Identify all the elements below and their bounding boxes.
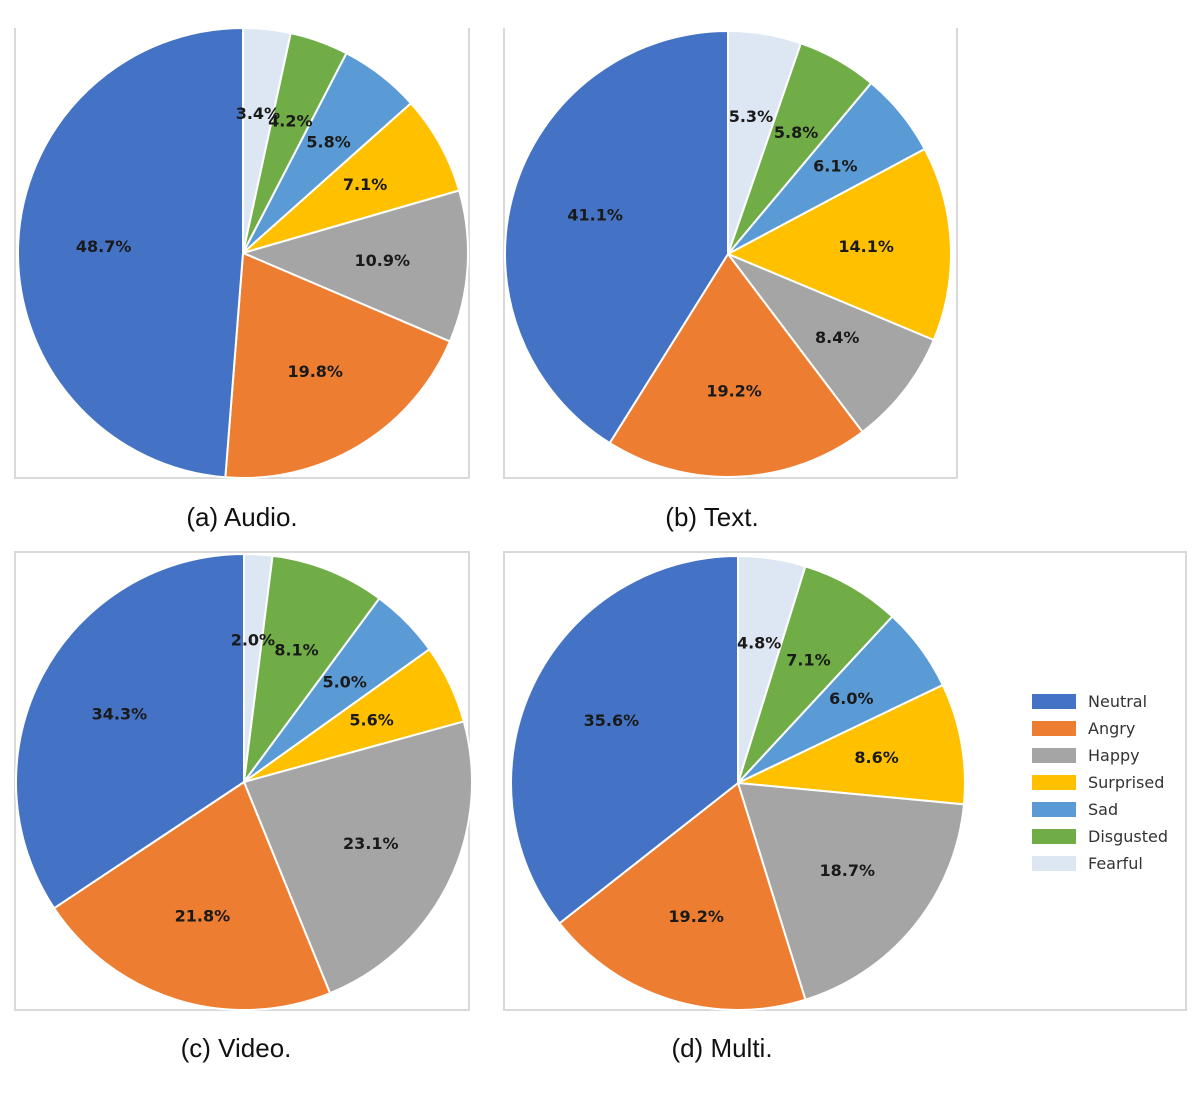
pie-panel-multi: 4.8% 7.1% 6.0% 8.6% 18.7% 19.2% 35.6% [503, 551, 1187, 1011]
pie-slice-neutral [504, 29, 729, 445]
slice-label-sad: 5.8% [306, 132, 350, 151]
pie-slice-happy [240, 189, 469, 343]
slice-label-angry: 19.2% [706, 382, 762, 401]
slice-label-disgusted: 8.1% [274, 640, 318, 659]
slice-label-surprised: 5.6% [349, 711, 393, 730]
pie-slice-surprised [242, 101, 461, 254]
pie-slice-angry [52, 780, 332, 1011]
legend-item-fearful: Fearful [1032, 850, 1192, 877]
pie-chart-text: 5.3%5.8% 6.1% 14.1% 8.4% 19.2% 41.1% [504, 29, 952, 478]
slice-label-disgusted: 7.1% [786, 651, 830, 670]
pie-slice-neutral [17, 26, 244, 479]
pie-slice-disgusted [737, 564, 894, 784]
slice-label-angry: 19.8% [287, 362, 343, 381]
pie-slice-happy [242, 720, 473, 995]
slice-label-happy: 8.4% [815, 328, 859, 347]
pie-slice-happy [724, 251, 936, 434]
caption-video: (c) Video. [180, 1033, 292, 1063]
legend-label: Angry [1088, 719, 1136, 738]
pie-chart-multi: 4.8% 7.1% 6.0% 8.6% 18.7% 19.2% 35.6% [510, 554, 966, 1011]
legend-item-happy: Happy [1032, 742, 1192, 769]
legend-label: Fearful [1088, 854, 1143, 873]
legend-item-surprised: Surprised [1032, 769, 1192, 796]
slice-label-sad: 5.0% [322, 672, 366, 691]
legend-label: Happy [1088, 746, 1140, 765]
pie-slice-neutral [510, 554, 739, 925]
pie-chart-audio: 3.4%4.2% 5.8% 7.1% 10.9% 19.8% 48.7% [17, 26, 469, 479]
legend-label: Surprised [1088, 773, 1165, 792]
slice-label-neutral: 35.6% [584, 711, 640, 730]
pie-slice-neutral [15, 552, 245, 910]
legend-swatch [1032, 775, 1076, 790]
caption-text: (b) Text. [665, 502, 759, 532]
pie-slice-surprised [725, 147, 952, 342]
pie-slice-angry [608, 252, 864, 478]
caption-multi: (d) Multi. [671, 1033, 773, 1063]
slice-label-sad: 6.1% [813, 156, 857, 175]
slice-label-angry: 21.8% [175, 907, 231, 926]
slice-label-fearful: 4.8% [737, 633, 781, 652]
legend-label: Neutral [1088, 692, 1148, 711]
slice-label-fearful: 5.3% [729, 107, 773, 126]
legend-swatch [1032, 721, 1076, 736]
legend-label: Disgusted [1088, 827, 1169, 846]
pie-slice-disgusted [242, 554, 381, 786]
slice-label-surprised: 14.1% [838, 237, 894, 256]
slice-label-neutral: 41.1% [567, 205, 623, 224]
slice-label-disgusted: 5.8% [774, 123, 818, 142]
slice-label-surprised: 7.1% [343, 175, 387, 194]
slice-label-happy: 23.1% [343, 834, 399, 853]
pie-panel-text: 5.3% 5.8% 6.1% 14.1% 8.4% 19.2% 41.1% [503, 28, 958, 479]
slice-label-surprised: 8.6% [854, 748, 898, 767]
slice-label-fearful: 2.0% [231, 630, 275, 649]
slice-label-neutral: 34.3% [92, 705, 148, 724]
legend-swatch [1032, 802, 1076, 817]
legend: Neutral Angry Happy Surprised Sad Disgusted Fe… [1032, 688, 1192, 877]
legend-swatch [1032, 694, 1076, 709]
pie-chart-video: 2.0%8.1%5.0% 5.6% 23.1% 21.8% 34.3% [15, 552, 473, 1011]
pie-panel-audio: 3.4% 4.2% 5.8% 7.1% 10.9% 19.8% 48.7% [14, 26, 470, 479]
legend-item-neutral: Neutral [1032, 688, 1192, 715]
legend-label: Sad [1088, 800, 1119, 819]
legend-item-sad: Sad [1032, 796, 1192, 823]
pie-slice-angry [224, 251, 452, 479]
slice-label-disgusted: 4.2% [268, 111, 312, 130]
caption-audio: (a) Audio. [186, 502, 298, 532]
slice-label-happy: 18.7% [820, 861, 876, 880]
legend-swatch [1032, 829, 1076, 844]
slice-label-angry: 19.2% [668, 907, 724, 926]
slice-label-happy: 10.9% [354, 251, 410, 270]
slice-label-fearful: 3.4% [236, 104, 280, 123]
slice-label-sad: 6.0% [829, 689, 873, 708]
pie-slice-happy [736, 781, 966, 1002]
legend-swatch [1032, 748, 1076, 763]
slice-label-neutral: 48.7% [76, 237, 132, 256]
legend-swatch [1032, 856, 1076, 871]
pie-panel-video: 2.0% 8.1% 5.0% 5.6% 23.1% 21.8% 34.3% [14, 551, 473, 1011]
legend-item-angry: Angry [1032, 715, 1192, 742]
pie-slice-angry [558, 781, 807, 1011]
pie-slice-surprised [734, 683, 966, 806]
legend-item-disgusted: Disgusted [1032, 823, 1192, 850]
